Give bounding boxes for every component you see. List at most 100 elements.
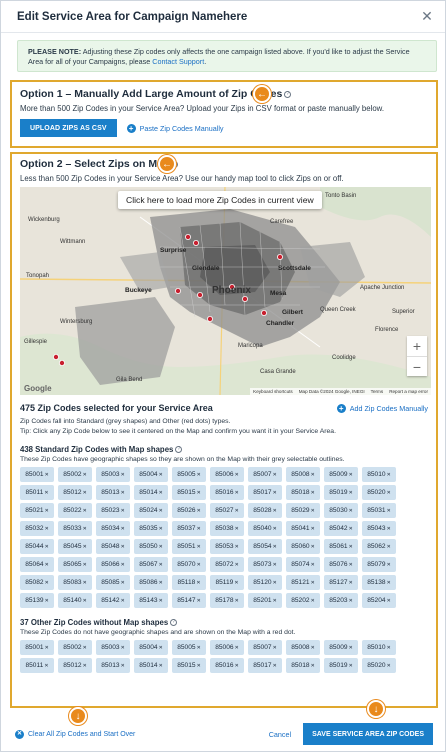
remove-zip-icon[interactable]: ✕: [158, 489, 163, 496]
remove-zip-icon[interactable]: ✕: [348, 543, 353, 550]
remove-zip-icon[interactable]: ✕: [44, 561, 49, 568]
remove-zip-icon[interactable]: ✕: [82, 644, 87, 651]
paste-zip-codes-button[interactable]: + Paste Zip Codes Manually: [126, 123, 224, 133]
remove-zip-icon[interactable]: ✕: [272, 543, 277, 550]
remove-zip-icon[interactable]: ✕: [386, 579, 391, 586]
remove-zip-icon[interactable]: ✕: [120, 644, 125, 651]
zip-chip[interactable]: 85074 ✕: [286, 557, 320, 572]
zip-chip[interactable]: 85086 ✕: [134, 575, 168, 590]
remove-zip-icon[interactable]: ✕: [82, 525, 87, 532]
zip-chip[interactable]: 85011 ✕: [20, 485, 54, 500]
remove-zip-icon[interactable]: ✕: [310, 579, 315, 586]
zip-chip[interactable]: 85035 ✕: [134, 521, 168, 536]
remove-zip-icon[interactable]: ✕: [196, 507, 201, 514]
zip-chip[interactable]: 85012 ✕: [58, 658, 92, 673]
zip-chip[interactable]: 85001 ✕: [20, 640, 54, 655]
remove-zip-icon[interactable]: ✕: [196, 597, 201, 604]
add-zip-codes-manually-button[interactable]: + Add Zip Codes Manually: [336, 403, 428, 413]
remove-zip-icon[interactable]: ✕: [82, 543, 87, 550]
remove-zip-icon[interactable]: ✕: [386, 644, 391, 651]
zip-chip[interactable]: 85043 ✕: [362, 521, 396, 536]
zip-chip[interactable]: 85007 ✕: [248, 467, 282, 482]
close-icon[interactable]: ✕: [421, 8, 433, 24]
zip-chip[interactable]: 85016 ✕: [210, 485, 244, 500]
remove-zip-icon[interactable]: ✕: [386, 597, 391, 604]
remove-zip-icon[interactable]: ✕: [44, 543, 49, 550]
remove-zip-icon[interactable]: ✕: [120, 579, 125, 586]
upload-csv-button[interactable]: UPLOAD ZIPS AS CSV: [20, 119, 117, 137]
remove-zip-icon[interactable]: ✕: [234, 644, 239, 651]
map-canvas[interactable]: [20, 187, 431, 395]
zip-chip[interactable]: 85045 ✕: [58, 539, 92, 554]
zip-chip[interactable]: 85014 ✕: [134, 485, 168, 500]
remove-zip-icon[interactable]: ✕: [310, 644, 315, 651]
zip-chip[interactable]: 85018 ✕: [286, 485, 320, 500]
zip-chip[interactable]: 85204 ✕: [362, 593, 396, 608]
zip-chip[interactable]: 85026 ✕: [172, 503, 206, 518]
zip-chip[interactable]: 85065 ✕: [58, 557, 92, 572]
zip-chip[interactable]: 85017 ✕: [248, 485, 282, 500]
zip-chip[interactable]: 85031 ✕: [362, 503, 396, 518]
zip-chip[interactable]: 85008 ✕: [286, 640, 320, 655]
remove-zip-icon[interactable]: ✕: [348, 579, 353, 586]
remove-zip-icon[interactable]: ✕: [310, 489, 315, 496]
zip-chip[interactable]: 85060 ✕: [286, 539, 320, 554]
zip-chip[interactable]: 85023 ✕: [96, 503, 130, 518]
zip-chip[interactable]: 85067 ✕: [134, 557, 168, 572]
zip-chip[interactable]: 85015 ✕: [172, 485, 206, 500]
remove-zip-icon[interactable]: ✕: [82, 662, 87, 669]
zip-chip[interactable]: 85002 ✕: [58, 467, 92, 482]
remove-zip-icon[interactable]: ✕: [44, 579, 49, 586]
zip-chip[interactable]: 85019 ✕: [324, 658, 358, 673]
remove-zip-icon[interactable]: ✕: [44, 489, 49, 496]
remove-zip-icon[interactable]: ✕: [234, 507, 239, 514]
remove-zip-icon[interactable]: ✕: [234, 561, 239, 568]
remove-zip-icon[interactable]: ✕: [158, 525, 163, 532]
zip-chip[interactable]: 85202 ✕: [286, 593, 320, 608]
remove-zip-icon[interactable]: ✕: [158, 543, 163, 550]
zip-chip[interactable]: 85009 ✕: [324, 467, 358, 482]
zip-chip[interactable]: 85013 ✕: [96, 485, 130, 500]
remove-zip-icon[interactable]: ✕: [348, 471, 353, 478]
remove-zip-icon[interactable]: ✕: [272, 489, 277, 496]
remove-zip-icon[interactable]: ✕: [310, 597, 315, 604]
remove-zip-icon[interactable]: ✕: [348, 662, 353, 669]
remove-zip-icon[interactable]: ✕: [82, 579, 87, 586]
zip-chip[interactable]: 85073 ✕: [248, 557, 282, 572]
zip-chip[interactable]: 85048 ✕: [96, 539, 130, 554]
zip-chip[interactable]: 85003 ✕: [96, 467, 130, 482]
zip-chip[interactable]: 85118 ✕: [172, 575, 206, 590]
info-icon[interactable]: ?: [170, 619, 178, 626]
zip-chip[interactable]: 85064 ✕: [20, 557, 54, 572]
remove-zip-icon[interactable]: ✕: [348, 597, 353, 604]
remove-zip-icon[interactable]: ✕: [272, 507, 277, 514]
remove-zip-icon[interactable]: ✕: [120, 597, 125, 604]
zoom-out-button[interactable]: −: [407, 356, 427, 376]
load-more-zip-codes-button[interactable]: Click here to load more Zip Codes in cur…: [118, 191, 322, 209]
zip-chip[interactable]: 85010 ✕: [362, 467, 396, 482]
remove-zip-icon[interactable]: ✕: [120, 561, 125, 568]
zip-chip[interactable]: 85012 ✕: [58, 485, 92, 500]
zip-chip[interactable]: 85033 ✕: [58, 521, 92, 536]
zip-chip[interactable]: 85008 ✕: [286, 467, 320, 482]
remove-zip-icon[interactable]: ✕: [386, 471, 391, 478]
zip-chip[interactable]: 85147 ✕: [172, 593, 206, 608]
remove-zip-icon[interactable]: ✕: [234, 662, 239, 669]
remove-zip-icon[interactable]: ✕: [196, 579, 201, 586]
zip-chip[interactable]: 85016 ✕: [210, 658, 244, 673]
zip-chip[interactable]: 85019 ✕: [324, 485, 358, 500]
zip-chip[interactable]: 85021 ✕: [20, 503, 54, 518]
remove-zip-icon[interactable]: ✕: [310, 471, 315, 478]
remove-zip-icon[interactable]: ✕: [310, 525, 315, 532]
remove-zip-icon[interactable]: ✕: [158, 561, 163, 568]
zip-chip[interactable]: 85027 ✕: [210, 503, 244, 518]
zip-chip[interactable]: 85120 ✕: [248, 575, 282, 590]
zip-chip[interactable]: 85042 ✕: [324, 521, 358, 536]
remove-zip-icon[interactable]: ✕: [310, 543, 315, 550]
contact-support-link[interactable]: Contact Support: [152, 57, 205, 66]
zip-chip[interactable]: 85142 ✕: [96, 593, 130, 608]
zip-chip[interactable]: 85011 ✕: [20, 658, 54, 673]
remove-zip-icon[interactable]: ✕: [44, 644, 49, 651]
remove-zip-icon[interactable]: ✕: [196, 471, 201, 478]
remove-zip-icon[interactable]: ✕: [348, 644, 353, 651]
